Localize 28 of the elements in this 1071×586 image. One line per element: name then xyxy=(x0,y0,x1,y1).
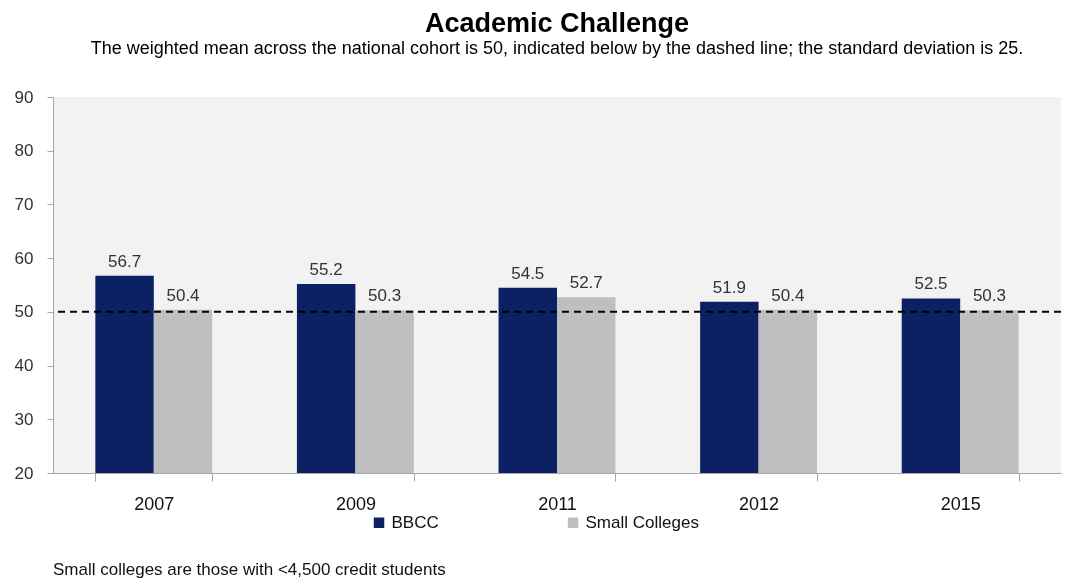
data-label: 50.4 xyxy=(166,285,200,305)
data-label: 50.3 xyxy=(972,286,1006,306)
y-tick-label: 50 xyxy=(14,302,34,322)
chart-title: Academic Challenge xyxy=(424,8,690,38)
data-label: 50.3 xyxy=(368,286,402,306)
y-tick-label: 80 xyxy=(14,141,34,161)
data-label: 54.5 xyxy=(511,263,545,283)
chart-subtitle: The weighted mean across the national cohort is 50, indicated below by the dashed line; the standard deviation is 25. xyxy=(90,38,1024,58)
y-tick-label: 60 xyxy=(14,248,34,268)
y-tick-label: 30 xyxy=(14,409,34,429)
data-label: 55.2 xyxy=(309,259,343,279)
y-tick-label: 40 xyxy=(14,356,34,376)
data-label: 52.7 xyxy=(569,273,603,293)
y-tick-label: 90 xyxy=(14,87,34,107)
x-tick-label: 2011 xyxy=(538,493,577,514)
x-tick-label: 2015 xyxy=(940,493,981,514)
y-tick-label: 20 xyxy=(14,463,34,483)
legend-label: BBCC xyxy=(391,512,439,532)
text: Small colleges are those with <4,500 credit students xyxy=(53,560,446,579)
data-label: 52.5 xyxy=(914,274,948,294)
data-label: 50.4 xyxy=(771,285,805,305)
x-tick-label: 2007 xyxy=(134,493,175,514)
x-tick-label: 2012 xyxy=(739,493,780,514)
data-label: 51.9 xyxy=(712,277,746,297)
y-tick-label: 70 xyxy=(14,194,34,214)
x-tick-label: 2009 xyxy=(335,493,376,514)
data-label: 56.7 xyxy=(108,251,142,271)
legend-label: Small Colleges xyxy=(585,512,699,532)
